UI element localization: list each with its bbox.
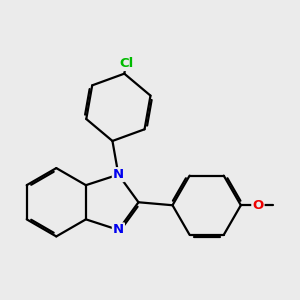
Text: Cl: Cl [119, 57, 133, 70]
Text: N: N [113, 224, 124, 236]
Text: O: O [252, 199, 264, 212]
Text: N: N [113, 168, 124, 181]
